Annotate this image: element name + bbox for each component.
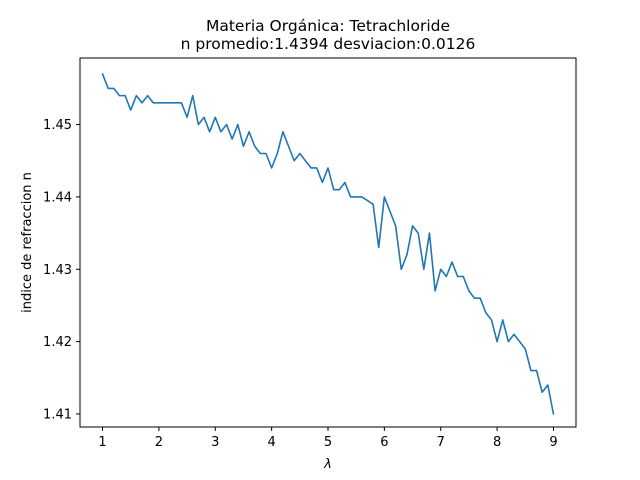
chart-subtitle: n promedio:1.4394 desviacion:0.0126: [181, 35, 476, 53]
y-tick-label: 1.41: [43, 407, 72, 422]
x-tick-label: 9: [549, 435, 557, 450]
x-tick-label: 4: [267, 435, 275, 450]
x-tick-label: 6: [380, 435, 388, 450]
x-tick-label: 8: [493, 435, 501, 450]
x-tick-label: 7: [437, 435, 445, 450]
x-axis: 1 2 3 4 5 6 7 8 9: [98, 427, 558, 450]
y-tick-label: 1.44: [43, 190, 72, 205]
chart-title: Materia Orgánica: Tetrachloride: [206, 17, 450, 35]
x-axis-label: λ: [323, 457, 332, 472]
y-tick-label: 1.45: [43, 118, 72, 133]
axes-frame: [79, 57, 577, 428]
x-tick-label: 1: [98, 435, 106, 450]
y-axis: 1.41 1.42 1.43 1.44 1.45: [43, 118, 80, 422]
y-axis-label: indice de refraccion n: [20, 172, 35, 313]
x-tick-label: 3: [211, 435, 219, 450]
y-tick-label: 1.42: [43, 335, 72, 350]
series-line: [101, 73, 555, 415]
plot-area: [101, 73, 555, 415]
x-tick-label: 2: [155, 435, 163, 450]
y-tick-label: 1.43: [43, 263, 72, 278]
x-tick-label: 5: [324, 435, 332, 450]
